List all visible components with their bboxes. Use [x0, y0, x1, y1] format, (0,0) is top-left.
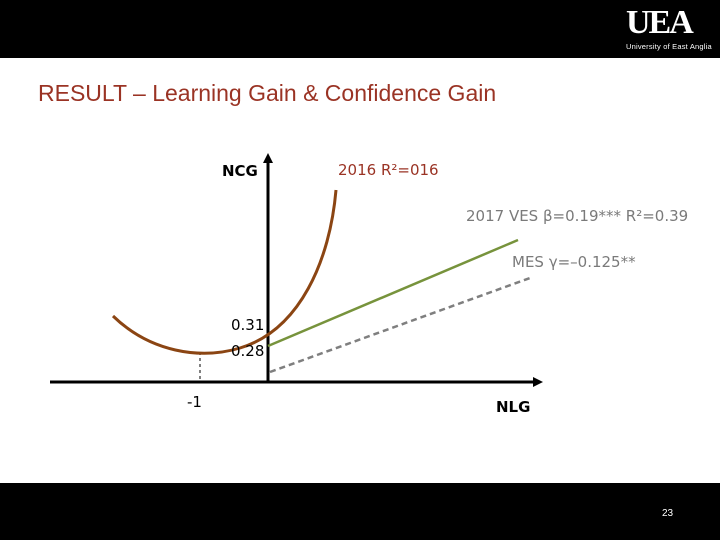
slide-title: RESULT – Learning Gain & Confidence Gain — [38, 80, 497, 106]
y-axis-label: NCG — [222, 162, 258, 180]
logo-subtitle: University of East Anglia — [626, 42, 712, 51]
uea-logo: UEA University of East Anglia — [622, 4, 714, 54]
annotation-2017-ves: 2017 VES β=0.19*** R²=0.39 — [466, 207, 689, 225]
curve-2016 — [111, 189, 338, 355]
value-minus-1: -1 — [187, 393, 202, 411]
annotation-mes: MES γ=–0.125** — [512, 253, 636, 271]
bottom-bar — [0, 483, 720, 540]
top-bar — [0, 0, 720, 58]
page-number: 23 — [662, 508, 674, 519]
line-mes — [269, 276, 531, 374]
line-2017-ves — [267, 238, 519, 348]
annotation-2016: 2016 R²=016 — [338, 161, 439, 179]
x-axis-label: NLG — [496, 398, 531, 416]
value-0-31: 0.31 — [231, 316, 265, 334]
logo-letters: UEA — [626, 4, 694, 41]
value-0-28: 0.28 — [231, 342, 265, 360]
